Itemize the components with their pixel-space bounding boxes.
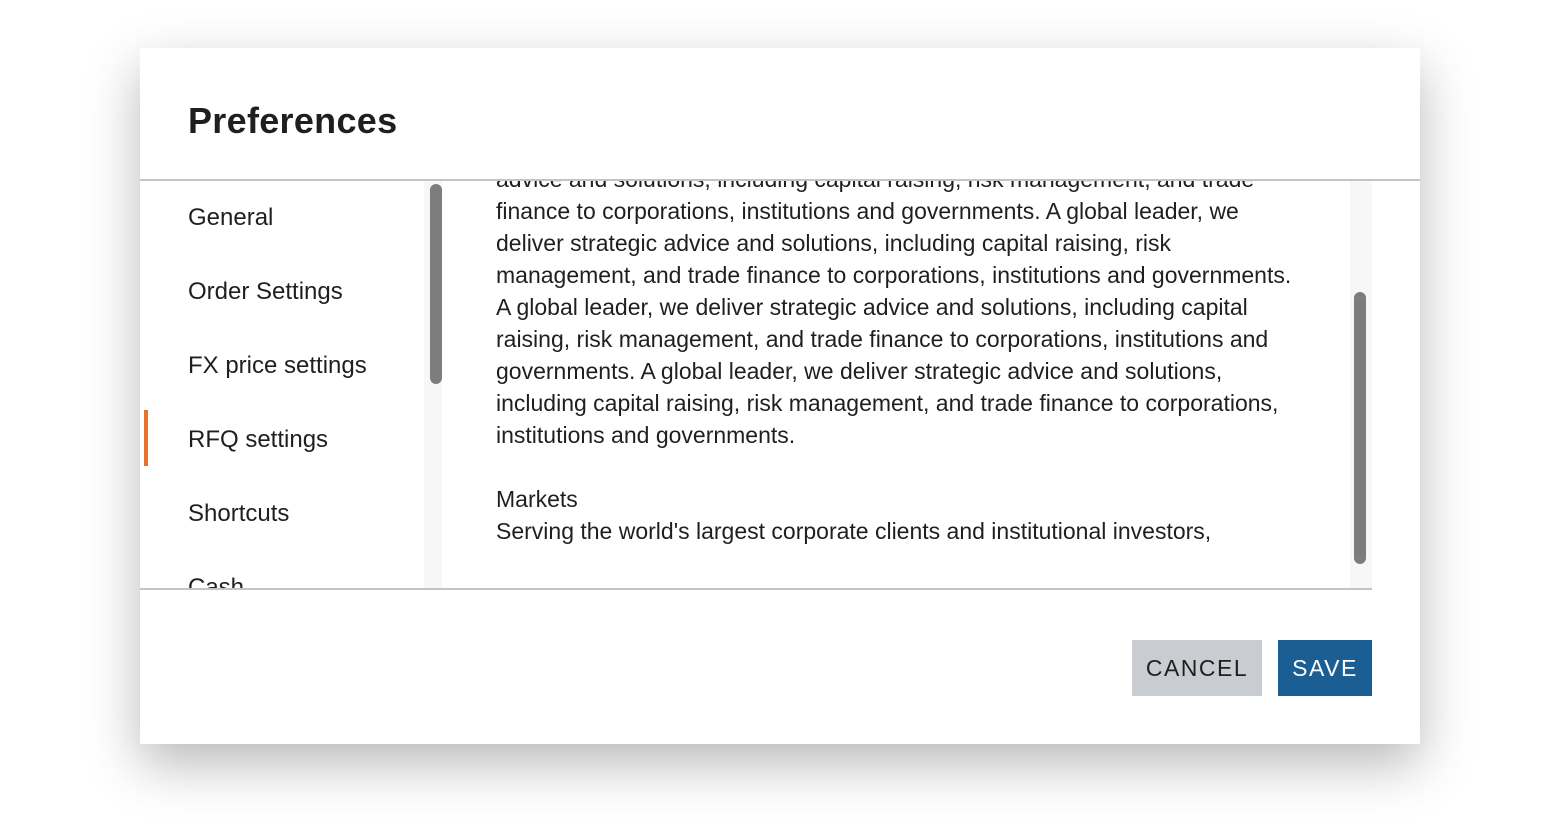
content-scrollbar-thumb[interactable] (1354, 292, 1366, 564)
sidebar-item-general[interactable]: General (188, 204, 274, 231)
save-button[interactable]: SAVE (1278, 640, 1372, 696)
preferences-dialog: Preferences General Order Settings FX pr… (140, 48, 1420, 744)
sidebar-item-fx-price-settings[interactable]: FX price settings (188, 352, 367, 379)
content-panel: advice and solutions, including capital … (442, 181, 1350, 588)
markets-heading: Markets (496, 486, 578, 512)
footer-divider (140, 588, 1372, 590)
intro-paragraph: advice and solutions, including capital … (496, 181, 1292, 448)
sidebar-item-order-settings[interactable]: Order Settings (188, 278, 343, 305)
preferences-sidebar: General Order Settings FX price settings… (140, 181, 424, 588)
active-indicator (144, 410, 148, 466)
sidebar-item-shortcuts[interactable]: Shortcuts (188, 500, 290, 527)
markets-paragraph: Serving the world's largest corporate cl… (496, 518, 1212, 544)
dialog-title: Preferences (188, 100, 398, 141)
sidebar-item-rfq-settings[interactable]: RFQ settings (188, 426, 329, 453)
dialog-header: Preferences (140, 48, 1420, 181)
sidebar-scrollbar-thumb[interactable] (430, 184, 442, 384)
sidebar-item-cash[interactable]: Cash (188, 574, 245, 588)
cancel-button[interactable]: CANCEL (1132, 640, 1262, 696)
